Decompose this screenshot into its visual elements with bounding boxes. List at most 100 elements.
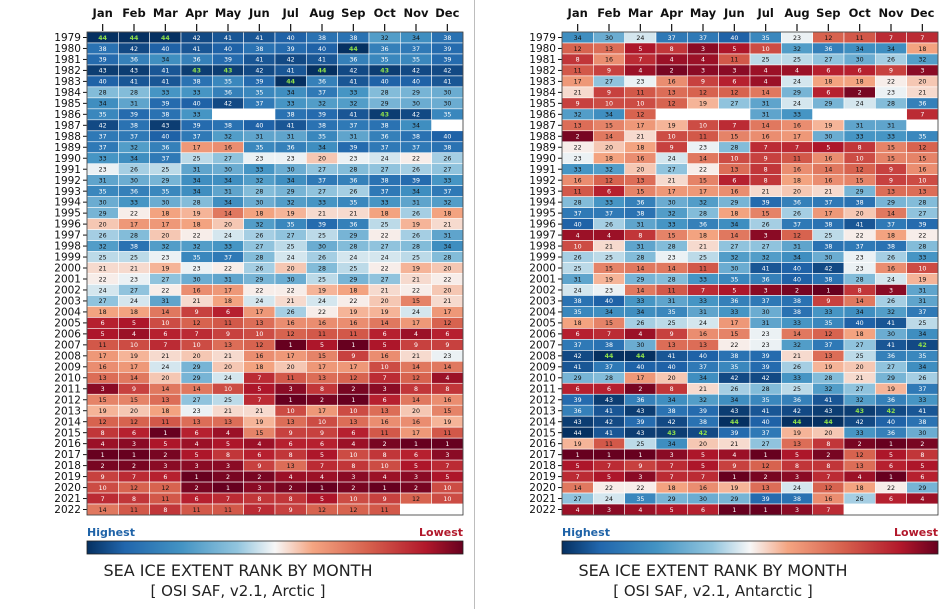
arctic-rank-value: 39 [130,112,138,119]
arctic-rank-value: 25 [412,254,420,261]
antarctic-rank-value: 38 [636,210,644,217]
arctic-rank-value: 36 [381,46,389,53]
arctic-rank-value: 28 [443,254,451,261]
arctic-rank-value: 39 [224,57,232,64]
arctic-rank-value: 21 [255,408,263,415]
arctic-rank-value: 3 [163,463,167,470]
arctic-rank-value: 25 [161,167,169,174]
antarctic-rank-value: 29 [824,101,832,108]
arctic-rank-value: 3 [383,386,387,393]
arctic-rank-value: 9 [101,474,105,481]
antarctic-rank-value: 37 [605,210,613,217]
antarctic-rank-value: 24 [699,320,707,327]
antarctic-rank-value: 1 [889,474,893,481]
antarctic-rank-value: 14 [636,265,644,272]
antarctic-rank-value: 44 [793,419,802,426]
arctic-rank-value: 6 [289,441,293,448]
antarctic-rank-value: 28 [918,199,926,206]
arctic-rank-value: 25 [318,276,326,283]
antarctic-rank-value: 14 [605,134,613,141]
arctic-rank-value: 39 [412,177,420,184]
antarctic-rank-value: 26 [793,364,801,371]
arctic-rank-value: 30 [287,276,295,283]
antarctic-rank-value: 23 [605,287,613,294]
arctic-rank-value: 41 [193,46,201,53]
antarctic-rank-value: 39 [636,419,644,426]
antarctic-rank-value: 7 [638,57,642,64]
arctic-rank-value: 35 [318,134,326,141]
arctic-month-label: May [215,6,242,20]
antarctic-rank-value: 9 [889,68,893,75]
antarctic-rank-value: 36 [730,298,738,305]
arctic-rank-value: 1 [383,485,387,492]
arctic-rank-value: 6 [383,397,387,404]
arctic-rank-value: 33 [318,199,326,206]
antarctic-rank-value: 5 [826,145,830,152]
antarctic-rank-value: 7 [607,463,611,470]
antarctic-rank-value: 38 [668,408,676,415]
arctic-rank-value: 32 [161,243,169,250]
antarctic-rank-value: 12 [730,90,738,97]
antarctic-rank-value: 5 [920,463,924,470]
antarctic-rank-value: 6 [576,331,580,338]
antarctic-rank-value: 24 [793,79,801,86]
antarctic-rank-value: 12 [824,485,832,492]
antarctic-rank-value: 6 [858,68,862,75]
arctic-legend-colorbar [86,540,464,555]
arctic-rank-value: 38 [381,177,389,184]
arctic-rank-value: 23 [443,353,451,360]
antarctic-rank-value: 13 [887,188,895,195]
arctic-rank-value: 22 [412,287,420,294]
arctic-rank-value: 20 [224,221,232,228]
arctic-rank-value: 37 [443,188,451,195]
arctic-year-label: 2016 [54,438,81,450]
arctic-rank-value: 28 [412,243,420,250]
antarctic-rank-value: 44 [605,353,614,360]
antarctic-rank-value: 26 [856,496,864,503]
arctic-rank-value: 4 [320,474,324,481]
antarctic-rank-value: 9 [638,463,642,470]
antarctic-rank-value: 21 [730,441,738,448]
antarctic-rank-value: 14 [762,123,770,130]
antarctic-rank-value: 9 [889,167,893,174]
antarctic-rank-value: 6 [826,90,830,97]
arctic-rank-value: 24 [412,309,420,316]
antarctic-rank-value: 3 [795,474,799,481]
arctic-rank-value: 3 [132,441,136,448]
antarctic-rank-value: 25 [574,265,582,272]
arctic-year-label: 2021 [54,493,81,505]
arctic-rank-value: 19 [161,265,169,272]
arctic-rank-value: 19 [130,353,138,360]
arctic-rank-value: 31 [130,101,138,108]
arctic-rank-value: 1 [289,397,293,404]
arctic-rank-value: 2 [320,397,324,404]
arctic-month-label: Nov [403,6,429,20]
arctic-rank-value: 20 [224,364,232,371]
antarctic-rank-value: 7 [920,112,924,119]
arctic-empty-cell [431,503,464,516]
antarctic-year-label: 2007 [529,339,556,351]
arctic-rank-value: 38 [161,112,169,119]
arctic-rank-value: 35 [224,79,232,86]
antarctic-rank-value: 18 [824,79,832,86]
antarctic-rank-value: 24 [793,485,801,492]
arctic-rank-value: 11 [224,320,232,327]
arctic-rank-value: 21 [412,276,420,283]
antarctic-rank-value: 27 [605,79,613,86]
arctic-year-label: 1990 [54,153,81,165]
antarctic-rank-value: 15 [762,210,770,217]
arctic-rank-value: 18 [130,309,138,316]
antarctic-rank-value: 21 [918,90,926,97]
antarctic-year-label: 2002 [529,285,556,297]
antarctic-rank-value: 16 [793,167,801,174]
arctic-rank-value: 35 [255,145,263,152]
arctic-rank-value: 20 [161,375,169,382]
antarctic-rank-value: 8 [670,46,674,53]
panel-divider [474,0,475,609]
arctic-rank-value: 30 [255,199,263,206]
antarctic-rank-value: 29 [856,188,864,195]
arctic-rank-value: 28 [349,167,357,174]
arctic-rank-value: 9 [383,496,387,503]
antarctic-chart-subtitle: [ OSI SAF, v2.1, Antarctic ] [613,582,812,600]
arctic-month-label: Mar [153,6,178,20]
